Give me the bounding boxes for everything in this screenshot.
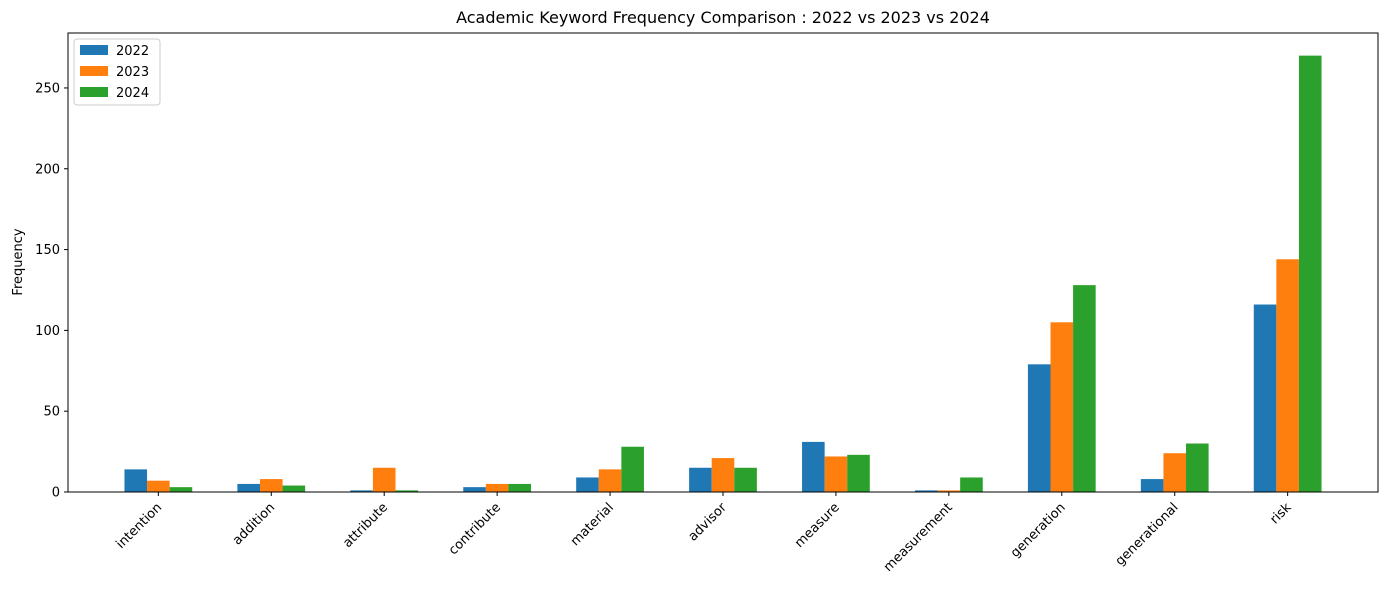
bar-2024-advisor xyxy=(734,467,757,492)
bar-2022-measure xyxy=(802,441,825,492)
bar-2024-contribute xyxy=(508,483,532,492)
bar-2024-generation xyxy=(1073,285,1096,492)
x-tick-label: generational xyxy=(1113,500,1182,569)
bar-2022-contribute xyxy=(463,487,486,492)
bar-2023-measurement xyxy=(937,490,961,492)
y-tick-label: 150 xyxy=(35,243,60,258)
bar-2024-attribute xyxy=(395,490,419,492)
legend-swatch-2024 xyxy=(80,87,108,97)
x-tick-label: advisor xyxy=(686,500,731,545)
legend: 2022 2023 2024 xyxy=(73,38,161,106)
bar-2024-material xyxy=(621,446,644,492)
bar-2023-contribute xyxy=(485,483,509,492)
bar-2024-measure xyxy=(847,454,870,492)
bar-2022-risk xyxy=(1253,304,1277,492)
x-tick-label: generation xyxy=(1008,500,1069,561)
x-tick-label: contribute xyxy=(446,500,504,558)
bar-2024-measurement xyxy=(960,477,983,492)
x-tick-label: material xyxy=(568,500,617,549)
legend-swatch-2023 xyxy=(80,66,108,76)
y-axis-label: Frequency xyxy=(11,228,26,295)
bar-2022-measurement xyxy=(914,490,938,492)
y-tick-label: 0 xyxy=(52,486,60,501)
bar-2023-generational xyxy=(1163,453,1187,492)
legend-label-2023: 2023 xyxy=(116,65,149,80)
x-tick-label: attribute xyxy=(340,500,391,551)
bar-2022-attribute xyxy=(350,490,373,492)
x-tick-label: addition xyxy=(230,500,278,548)
bar-2023-advisor xyxy=(711,458,735,492)
bar-2022-material xyxy=(576,477,599,492)
bar-2022-generation xyxy=(1027,364,1051,492)
x-tick-label: intention xyxy=(113,500,165,552)
bar-2024-addition xyxy=(282,485,306,492)
y-axis: 0 50 100 150 200 250 xyxy=(35,81,68,501)
x-tick-label: risk xyxy=(1267,500,1294,527)
bar-2023-intention xyxy=(147,480,170,492)
bar-2022-addition xyxy=(237,483,260,492)
bar-2023-material xyxy=(598,469,622,492)
bar-2023-attribute xyxy=(372,467,396,492)
bar-2022-generational xyxy=(1140,479,1164,492)
legend-label-2022: 2022 xyxy=(116,44,149,59)
x-tick-label: measurement xyxy=(881,500,956,575)
chart-title: Academic Keyword Frequency Comparison : … xyxy=(456,8,990,27)
y-tick-label: 100 xyxy=(35,324,60,339)
legend-swatch-2022 xyxy=(80,45,108,55)
x-axis: intention addition attribute contribute mate… xyxy=(113,492,1295,575)
bar-2023-measure xyxy=(824,456,848,492)
bar-2024-risk xyxy=(1298,55,1322,492)
bar-2023-generation xyxy=(1050,322,1074,492)
y-tick-label: 200 xyxy=(35,162,60,177)
x-tick-label: measure xyxy=(792,500,843,551)
y-tick-label: 250 xyxy=(35,81,60,96)
bar-2024-intention xyxy=(169,487,193,492)
legend-label-2024: 2024 xyxy=(116,86,149,101)
y-tick-label: 50 xyxy=(43,405,60,420)
bar-2022-intention xyxy=(124,469,148,492)
bar-2022-advisor xyxy=(689,467,712,492)
bars-group xyxy=(124,55,1322,492)
plot-frame xyxy=(67,32,1379,493)
bar-2023-addition xyxy=(259,479,283,492)
bar-2023-risk xyxy=(1276,259,1299,492)
bar-2024-generational xyxy=(1186,443,1209,492)
